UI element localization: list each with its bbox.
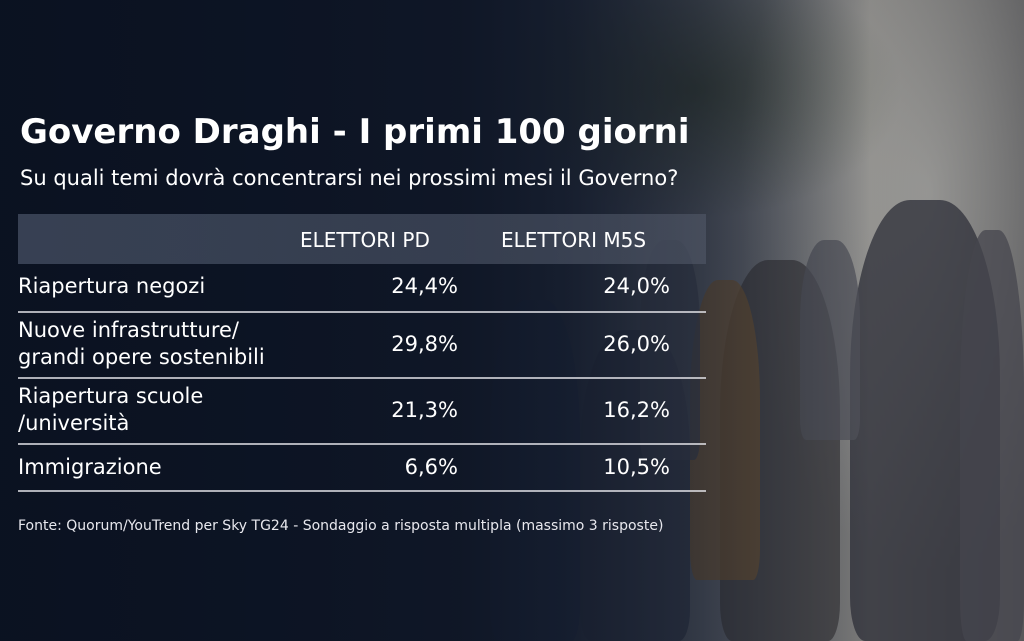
row-label-line: Immigrazione (18, 455, 162, 479)
row-label: Nuove infrastrutture/grandi opere sosten… (18, 317, 265, 371)
row-label-line: /università (18, 411, 130, 435)
value-pd: 29,8% (391, 332, 458, 356)
value-m5s: 16,2% (603, 398, 670, 422)
table-row: Immigrazione 6,6% 10,5% (18, 445, 706, 492)
column-header-pd: ELETTORI PD (300, 228, 430, 252)
page-subtitle: Su quali temi dovrà concentrarsi nei pro… (20, 166, 679, 190)
row-label-line: Riapertura scuole (18, 384, 204, 408)
row-label-line: Riapertura negozi (18, 274, 206, 298)
value-m5s: 24,0% (603, 274, 670, 298)
table-row: Riapertura negozi 24,4% 24,0% (18, 264, 706, 313)
value-pd: 24,4% (391, 274, 458, 298)
source-note: Fonte: Quorum/YouTrend per Sky TG24 - So… (18, 518, 664, 534)
page-title: Governo Draghi - I primi 100 giorni (20, 112, 690, 152)
row-label: Riapertura scuole/università (18, 383, 203, 437)
column-header-m5s: ELETTORI M5S (501, 228, 647, 252)
row-label: Immigrazione (18, 454, 162, 481)
table-row: Nuove infrastrutture/grandi opere sosten… (18, 313, 706, 379)
table-row: Riapertura scuole/università 21,3% 16,2% (18, 379, 706, 445)
value-pd: 21,3% (391, 398, 458, 422)
row-label-line: grandi opere sostenibili (18, 345, 265, 369)
row-label: Riapertura negozi (18, 273, 205, 300)
value-m5s: 26,0% (603, 332, 670, 356)
row-label-line: Nuove infrastrutture/ (18, 318, 239, 342)
value-pd: 6,6% (404, 455, 458, 479)
value-m5s: 10,5% (603, 455, 670, 479)
table-body: Riapertura negozi 24,4% 24,0% Nuove infrast… (18, 264, 706, 492)
table-header: ELETTORI PD ELETTORI M5S (18, 214, 706, 264)
results-table: ELETTORI PD ELETTORI M5S Riapertura nego… (18, 214, 706, 492)
